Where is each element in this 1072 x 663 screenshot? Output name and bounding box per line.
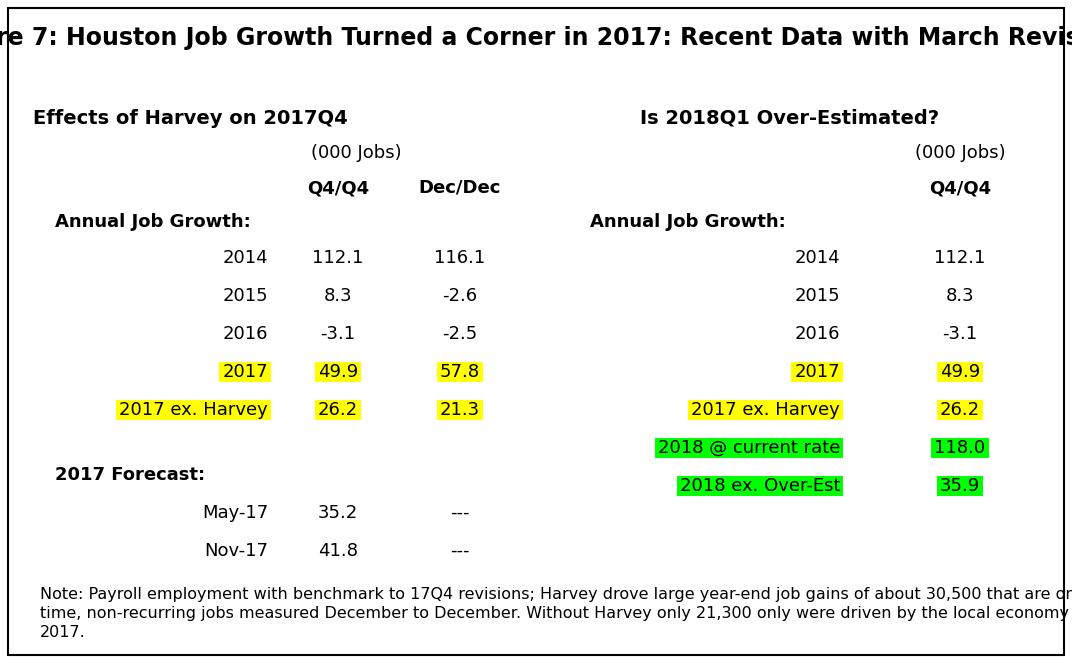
Text: 2015: 2015 <box>794 287 840 305</box>
Text: 41.8: 41.8 <box>318 542 358 560</box>
Text: 57.8: 57.8 <box>440 363 480 381</box>
Text: -2.6: -2.6 <box>443 287 477 305</box>
Text: -3.1: -3.1 <box>942 325 978 343</box>
Text: 2016: 2016 <box>794 325 840 343</box>
Text: Figure 7: Houston Job Growth Turned a Corner in 2017: Recent Data with March Rev: Figure 7: Houston Job Growth Turned a Co… <box>0 26 1072 50</box>
Text: Q4/Q4: Q4/Q4 <box>307 179 369 197</box>
FancyBboxPatch shape <box>220 362 271 382</box>
Text: 49.9: 49.9 <box>318 363 358 381</box>
FancyBboxPatch shape <box>791 362 843 382</box>
FancyBboxPatch shape <box>315 400 361 420</box>
Text: 2016: 2016 <box>223 325 268 343</box>
Text: 112.1: 112.1 <box>312 249 363 267</box>
FancyBboxPatch shape <box>655 438 843 458</box>
Text: (000 Jobs): (000 Jobs) <box>311 144 401 162</box>
Text: (000 Jobs): (000 Jobs) <box>914 144 1006 162</box>
Text: ---: --- <box>450 504 470 522</box>
Text: 112.1: 112.1 <box>935 249 985 267</box>
FancyBboxPatch shape <box>937 476 983 496</box>
Text: Nov-17: Nov-17 <box>204 542 268 560</box>
FancyBboxPatch shape <box>437 400 483 420</box>
Text: Annual Job Growth:: Annual Job Growth: <box>590 213 786 231</box>
Text: 2014: 2014 <box>222 249 268 267</box>
FancyBboxPatch shape <box>688 400 843 420</box>
Text: -2.5: -2.5 <box>443 325 478 343</box>
Text: 2017: 2017 <box>222 363 268 381</box>
Text: 2017: 2017 <box>794 363 840 381</box>
Text: Dec/Dec: Dec/Dec <box>419 179 502 197</box>
Text: 49.9: 49.9 <box>940 363 980 381</box>
Text: 2017.: 2017. <box>40 625 86 640</box>
Text: 2018 @ current rate: 2018 @ current rate <box>657 439 840 457</box>
Text: 35.9: 35.9 <box>940 477 980 495</box>
Text: Is 2018Q1 Over-Estimated?: Is 2018Q1 Over-Estimated? <box>640 109 939 127</box>
Text: Annual Job Growth:: Annual Job Growth: <box>55 213 251 231</box>
Text: 2015: 2015 <box>222 287 268 305</box>
Text: 2018 ex. Over-Est: 2018 ex. Over-Est <box>680 477 840 495</box>
Text: 8.3: 8.3 <box>324 287 353 305</box>
Text: Note: Payroll employment with benchmark to 17Q4 revisions; Harvey drove large ye: Note: Payroll employment with benchmark … <box>40 587 1072 602</box>
FancyBboxPatch shape <box>676 476 843 496</box>
Text: 2017 ex. Harvey: 2017 ex. Harvey <box>691 401 840 419</box>
Text: 2017 Forecast:: 2017 Forecast: <box>55 465 205 483</box>
Text: 26.2: 26.2 <box>940 401 980 419</box>
Text: 118.0: 118.0 <box>935 439 985 457</box>
FancyBboxPatch shape <box>437 362 483 382</box>
Text: ---: --- <box>450 542 470 560</box>
Text: Q4/Q4: Q4/Q4 <box>929 179 991 197</box>
FancyBboxPatch shape <box>937 362 983 382</box>
Text: 2017 ex. Harvey: 2017 ex. Harvey <box>119 401 268 419</box>
Text: 26.2: 26.2 <box>318 401 358 419</box>
Text: 8.3: 8.3 <box>946 287 974 305</box>
Text: time, non-recurring jobs measured December to December. Without Harvey only 21,3: time, non-recurring jobs measured Decemb… <box>40 606 1072 621</box>
FancyBboxPatch shape <box>116 400 271 420</box>
Text: May-17: May-17 <box>202 504 268 522</box>
Text: Effects of Harvey on 2017Q4: Effects of Harvey on 2017Q4 <box>32 109 347 127</box>
Text: 116.1: 116.1 <box>434 249 486 267</box>
FancyBboxPatch shape <box>932 438 988 458</box>
Text: 2014: 2014 <box>794 249 840 267</box>
Text: -3.1: -3.1 <box>321 325 356 343</box>
Text: 21.3: 21.3 <box>440 401 480 419</box>
FancyBboxPatch shape <box>937 400 983 420</box>
FancyBboxPatch shape <box>315 362 361 382</box>
Text: 35.2: 35.2 <box>318 504 358 522</box>
